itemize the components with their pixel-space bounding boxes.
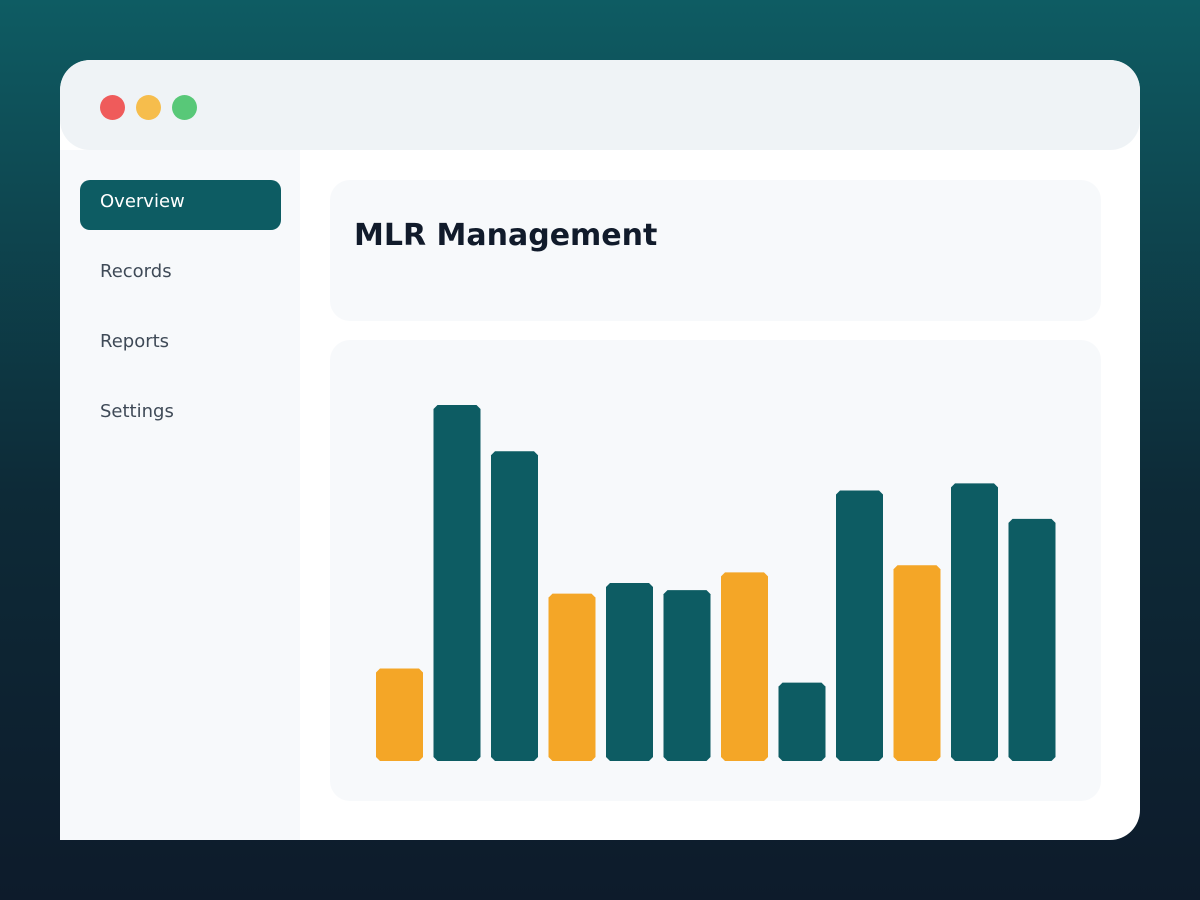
chart-bar xyxy=(778,682,826,761)
minimize-window-button[interactable] xyxy=(136,95,161,120)
sidebar-item-label: Overview xyxy=(100,191,185,212)
chart-bar xyxy=(1008,518,1056,761)
chart-bar xyxy=(491,451,538,761)
sidebar: Overview Records Reports Settings xyxy=(60,150,300,840)
page-title: MLR Management xyxy=(354,218,658,253)
sidebar-item-label: Reports xyxy=(100,331,170,352)
sidebar-item-reports[interactable]: Reports xyxy=(80,320,281,370)
chart-card xyxy=(330,340,1101,801)
chart-bar xyxy=(721,572,768,761)
sidebar-item-settings[interactable]: Settings xyxy=(80,390,281,440)
sidebar-item-records[interactable]: Records xyxy=(80,250,281,300)
title-bar xyxy=(60,60,1140,150)
chart-bar xyxy=(606,583,653,761)
app-window: Overview Records Reports Settings MLR Ma… xyxy=(60,60,1140,840)
sidebar-item-overview[interactable]: Overview xyxy=(80,180,281,230)
sidebar-item-label: Settings xyxy=(100,401,174,422)
maximize-window-button[interactable] xyxy=(172,95,197,120)
sidebar-item-label: Records xyxy=(100,261,172,282)
close-window-button[interactable] xyxy=(100,95,125,120)
chart-bar xyxy=(893,565,941,761)
chart-bar xyxy=(836,490,883,761)
chart-bar xyxy=(951,483,998,761)
bar-chart xyxy=(376,405,1056,761)
chart-bar xyxy=(548,593,596,761)
chart-bar xyxy=(433,405,481,761)
header-card: MLR Management xyxy=(330,180,1101,321)
chart-bar xyxy=(663,590,711,761)
chart-bar xyxy=(376,668,423,761)
